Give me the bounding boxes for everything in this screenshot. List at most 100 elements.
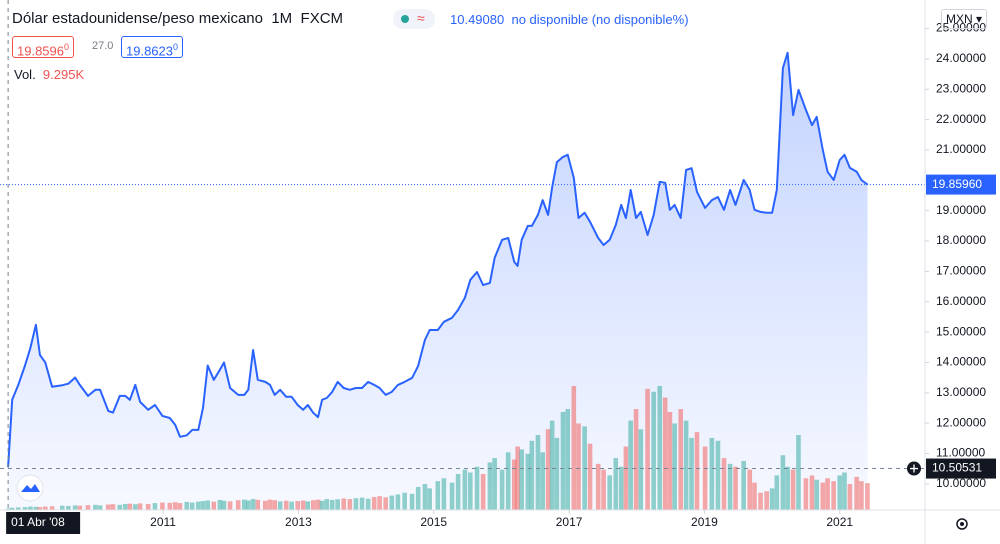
volume-bar [435,481,441,510]
y-tick-label: 10.00000 [936,476,986,490]
volume-bar [72,505,78,510]
volume-legend: Vol. 9.295K [14,67,84,82]
volume-bar [227,501,233,510]
volume-bar [353,498,359,510]
volume-bar [189,502,195,510]
volume-bar [422,484,428,510]
volume-bar [809,475,815,510]
volume-bar [449,482,455,510]
volume-bar [133,504,138,510]
volume-bar [601,469,606,510]
volume-bar [785,466,790,510]
y-tick-label: 18.00000 [936,233,986,247]
volume-bar [529,440,535,510]
symbol: Dólar estadounidense/peso mexicano [12,10,263,27]
volume-bar [587,443,593,510]
volume-bar [415,486,421,510]
y-tick-label: 14.00000 [936,355,986,369]
settings-icon[interactable] [956,518,968,530]
volume-bar [467,472,473,510]
volume-bar [540,452,545,510]
volume-bar [747,469,753,510]
volume-bar [127,503,133,510]
price-line [7,51,869,467]
last-price-tag [926,174,996,195]
status-pill: ≈ [393,9,435,29]
bid-small: 0 [64,42,70,52]
volume-bar [77,505,83,510]
y-tick-label: 12.00000 [936,415,986,429]
y-tick-label: 15.00000 [936,324,986,338]
volume-bar [347,499,353,510]
volume-label: Vol. [14,67,36,82]
volume-bar [262,500,268,510]
volume-bar [359,497,365,510]
volume-bar [645,388,650,510]
volume-bar [733,466,738,510]
currency: MXN [946,12,973,26]
volume-bar [319,500,325,510]
volume-bar [758,492,763,510]
volume-bar [122,503,128,510]
interval[interactable]: 1M [271,10,293,27]
y-tick-label: 22.00000 [936,112,986,126]
volume-bar [837,475,843,510]
volume-bar [160,502,165,510]
volume-bar [97,505,103,510]
volume-bar [371,497,377,510]
x-tick-label: 2011 [150,515,176,529]
volume-bar [721,458,727,510]
x-tick-label: 2017 [556,515,583,529]
volume-bar [796,435,801,510]
volume-bar [613,458,619,510]
volume-bar [172,502,178,510]
volume-bar [365,498,371,510]
volume-bar [43,506,48,510]
volume-bar [329,499,335,510]
area-fill [8,52,868,511]
volume-bar [177,503,183,510]
volume-bar [774,475,780,510]
volume-bar [9,507,15,510]
volume-bar [554,437,560,510]
y-tick-label: 16.00000 [936,294,986,308]
volume-bar [205,500,211,510]
volume-bar [441,478,447,510]
volume-bar [545,429,551,510]
volume-bar [741,460,746,510]
x-tick-label: 2013 [285,515,312,529]
volume-bar [145,503,151,510]
volume-bar [790,469,796,510]
volume-bar [638,429,644,510]
volume-bar [310,500,316,510]
last-price-label: 19.85960 [932,177,982,191]
plus-sign [910,464,918,473]
volume-value: 9.295K [42,67,85,82]
volume-bar [505,452,511,510]
volume-bar [820,482,826,510]
volume-bar [535,435,541,510]
change-info: 10.49080 no disponible (no disponible%) [450,12,689,27]
volume-bar [335,499,340,510]
volume-bar [474,466,480,510]
volume-bar [672,423,677,510]
volume-bar [211,501,217,510]
currency-button[interactable]: MXN ▾ [941,9,988,29]
volume-bar [847,484,853,510]
volume-bar [235,500,241,510]
volume-bar [110,504,116,510]
volume-bar [865,483,870,510]
bid-box[interactable]: 19.85960 [12,36,75,59]
volume-bar [519,449,525,510]
ask-box[interactable]: 19.86230 [121,36,184,58]
volume-bar [549,420,555,510]
volume-bar [383,497,388,510]
volume-bar [480,473,486,510]
volume-bar [395,494,401,510]
bid: 19.8596 [17,43,64,59]
volume-bar [854,476,859,510]
volume-bar [85,505,91,510]
volume-bar [28,506,33,510]
y-tick-label: 24.00000 [936,51,986,65]
ask-small: 0 [173,42,179,52]
